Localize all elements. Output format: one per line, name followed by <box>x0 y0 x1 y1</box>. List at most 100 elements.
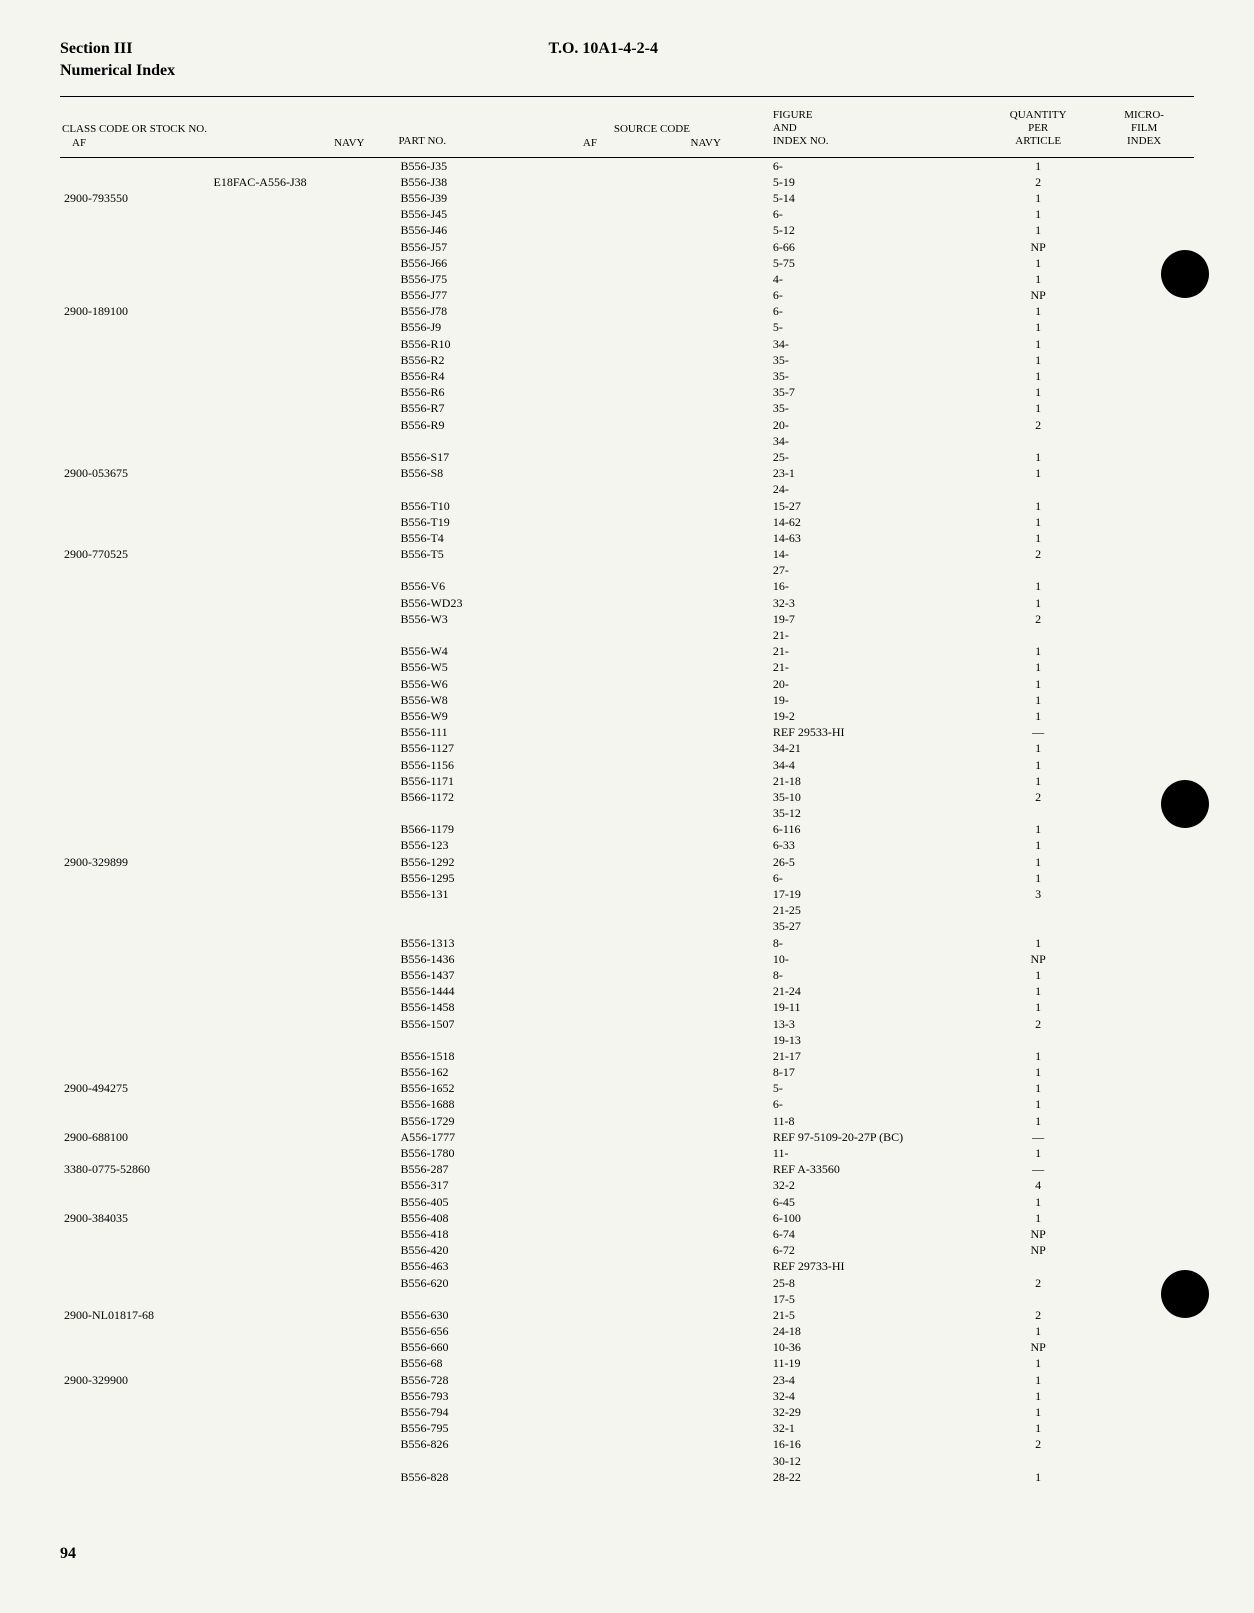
cell-src-af <box>571 1080 646 1096</box>
cell-src-af <box>571 708 646 724</box>
table-row: B556-J665-751 <box>60 255 1194 271</box>
cell-src-navy <box>646 481 733 497</box>
cell-navy <box>210 1096 397 1112</box>
cell-src-navy <box>646 902 733 918</box>
cell-af <box>60 918 210 934</box>
cell-src-navy <box>646 967 733 983</box>
cell-part: B556-1729 <box>396 1113 570 1129</box>
cell-src-af <box>571 578 646 594</box>
cell-af <box>60 384 210 400</box>
cell-af <box>60 789 210 805</box>
cell-micro <box>1094 190 1194 206</box>
cell-src-af <box>571 1275 646 1291</box>
cell-qty <box>982 562 1094 578</box>
table-row: B556-172911-81 <box>60 1113 1194 1129</box>
cell-navy <box>210 1355 397 1371</box>
cell-part: B556-1518 <box>396 1048 570 1064</box>
cell-src-navy <box>646 611 733 627</box>
table-row: B556-151821-171 <box>60 1048 1194 1064</box>
cell-navy <box>210 400 397 416</box>
cell-navy <box>210 1372 397 1388</box>
cell-navy <box>210 1064 397 1080</box>
cell-part: B556-T5 <box>396 546 570 562</box>
cell-figure: 8- <box>733 967 982 983</box>
cell-navy <box>210 384 397 400</box>
cell-navy <box>210 757 397 773</box>
cell-src-af <box>571 773 646 789</box>
cell-qty: 1 <box>982 1080 1094 1096</box>
cell-navy <box>210 465 397 481</box>
table-row: B556-R735-1 <box>60 400 1194 416</box>
cell-af <box>60 206 210 222</box>
cell-navy <box>210 1161 397 1177</box>
cell-micro <box>1094 1096 1194 1112</box>
cell-figure: 35- <box>733 368 982 384</box>
page: Section III T.O. 10A1-4-2-4 Numerical In… <box>60 40 1194 1563</box>
cell-figure: 15-27 <box>733 498 982 514</box>
cell-qty: 1 <box>982 1096 1094 1112</box>
cell-figure: 21- <box>733 627 982 643</box>
cell-qty: 1 <box>982 659 1094 675</box>
cell-part <box>396 627 570 643</box>
cell-qty: 1 <box>982 1355 1094 1371</box>
cell-part: B566-1172 <box>396 789 570 805</box>
cell-navy <box>210 498 397 514</box>
cell-navy <box>210 951 397 967</box>
table-row: B556-T1914-621 <box>60 514 1194 530</box>
cell-part: B556-826 <box>396 1436 570 1452</box>
cell-src-navy <box>646 174 733 190</box>
cell-src-af <box>571 562 646 578</box>
table-row: B556-79332-41 <box>60 1388 1194 1404</box>
cell-src-af <box>571 255 646 271</box>
cell-micro <box>1094 465 1194 481</box>
cell-src-navy <box>646 206 733 222</box>
table-row: B556-1628-171 <box>60 1064 1194 1080</box>
cell-src-af <box>571 724 646 740</box>
cell-part: B556-J57 <box>396 239 570 255</box>
cell-qty: 1 <box>982 1064 1094 1080</box>
cell-figure: 34- <box>733 336 982 352</box>
cell-src-af <box>571 1210 646 1226</box>
cell-micro <box>1094 935 1194 951</box>
cell-figure: 6-45 <box>733 1194 982 1210</box>
cell-navy: E18FAC-A556-J38 <box>210 174 397 190</box>
table-row: B556-W620-1 <box>60 676 1194 692</box>
cell-part: B556-660 <box>396 1339 570 1355</box>
cell-part: B556-620 <box>396 1275 570 1291</box>
cell-figure: 35- <box>733 400 982 416</box>
table-row: B556-V616-1 <box>60 578 1194 594</box>
cell-navy <box>210 1258 397 1274</box>
cell-src-navy <box>646 1436 733 1452</box>
cell-navy <box>210 417 397 433</box>
cell-navy <box>210 967 397 983</box>
cell-qty: 1 <box>982 1420 1094 1436</box>
cell-src-af <box>571 1323 646 1339</box>
table-row: B556-J456-1 <box>60 206 1194 222</box>
cell-part: B556-J78 <box>396 303 570 319</box>
cell-part: B556-WD23 <box>396 595 570 611</box>
cell-micro <box>1094 174 1194 190</box>
cell-af: 2900-189100 <box>60 303 210 319</box>
cell-part: B556-408 <box>396 1210 570 1226</box>
cell-navy <box>210 886 397 902</box>
cell-figure: 20- <box>733 676 982 692</box>
cell-qty: 2 <box>982 1016 1094 1032</box>
cell-navy <box>210 433 397 449</box>
cell-af <box>60 951 210 967</box>
cell-navy <box>210 352 397 368</box>
cell-micro <box>1094 643 1194 659</box>
cell-micro <box>1094 724 1194 740</box>
cell-navy <box>210 530 397 546</box>
cell-part <box>396 902 570 918</box>
cell-qty: NP <box>982 239 1094 255</box>
cell-navy <box>210 336 397 352</box>
cell-af <box>60 1145 210 1161</box>
cell-src-navy <box>646 303 733 319</box>
cell-figure: 8-17 <box>733 1064 982 1080</box>
cell-qty: 1 <box>982 1469 1094 1485</box>
table-row: B556-144421-241 <box>60 983 1194 999</box>
cell-qty: 2 <box>982 1307 1094 1323</box>
cell-figure: 14- <box>733 546 982 562</box>
cell-navy <box>210 578 397 594</box>
cell-src-af <box>571 449 646 465</box>
